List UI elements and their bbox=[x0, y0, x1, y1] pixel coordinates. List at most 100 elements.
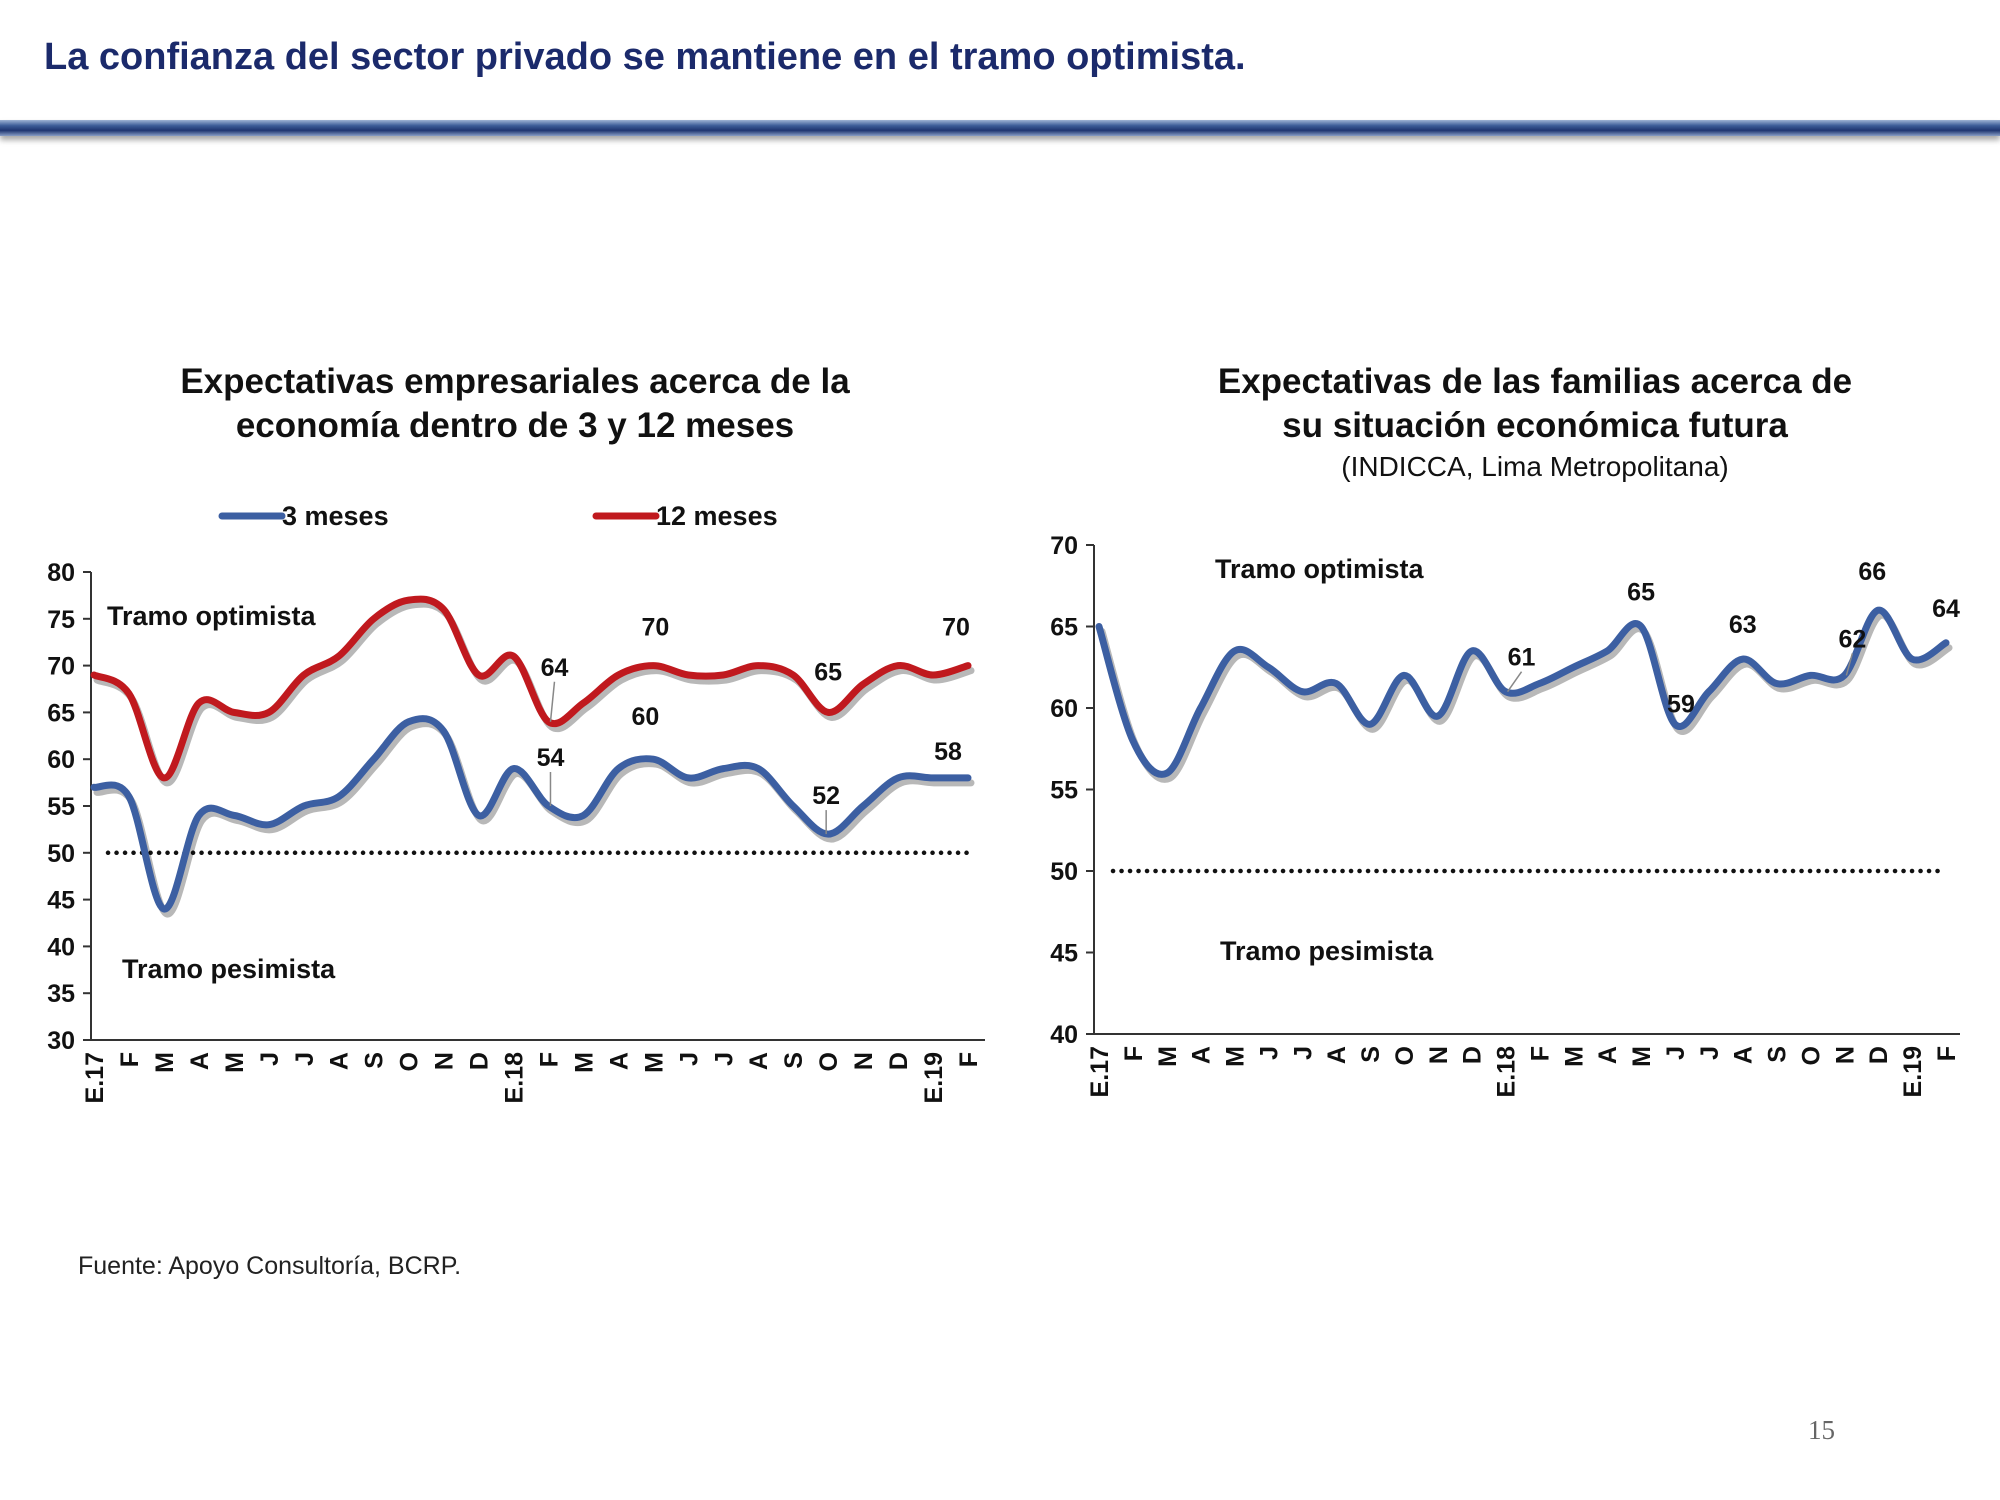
series-group bbox=[90, 715, 975, 918]
y-tick-label: 55 bbox=[47, 793, 75, 821]
annotation-optimistic: Tramo optimista bbox=[107, 601, 317, 631]
x-tick-label: E.19 bbox=[920, 1052, 948, 1103]
series-line-shadow bbox=[1098, 611, 1953, 783]
chart-title-line: economía dentro de 3 y 12 meses bbox=[236, 406, 794, 445]
series-line bbox=[90, 715, 972, 913]
x-tick-label: A bbox=[326, 1052, 354, 1070]
x-tick-label: F bbox=[1526, 1046, 1554, 1061]
x-tick-label: E.18 bbox=[501, 1052, 529, 1104]
y-tick-label: 50 bbox=[47, 840, 75, 868]
data-label: 64 bbox=[1932, 595, 1960, 623]
x-tick-label: M bbox=[1222, 1046, 1250, 1067]
x-tick-label: N bbox=[850, 1052, 878, 1070]
y-tick-label: 65 bbox=[47, 699, 75, 727]
series-group bbox=[90, 595, 975, 787]
data-label: 63 bbox=[1729, 611, 1757, 639]
source-note: Fuente: Apoyo Consultoría, BCRP. bbox=[78, 1252, 462, 1280]
title-divider-bar bbox=[0, 120, 2000, 136]
legend-label: 3 meses bbox=[282, 501, 389, 531]
series-line bbox=[90, 595, 972, 782]
y-tick-label: 80 bbox=[47, 559, 75, 587]
x-tick-label: A bbox=[1730, 1046, 1758, 1064]
annotation-pessimistic: Tramo pesimista bbox=[122, 954, 336, 984]
data-label: 65 bbox=[814, 658, 842, 686]
x-tick-label: M bbox=[151, 1052, 179, 1073]
data-label-leader bbox=[1845, 653, 1854, 676]
x-tick-label: F bbox=[535, 1052, 563, 1067]
annotation-pessimistic: Tramo pesimista bbox=[1220, 936, 1434, 966]
x-tick-label: J bbox=[710, 1052, 738, 1066]
data-label: 65 bbox=[1627, 579, 1655, 607]
y-tick-label: 70 bbox=[1050, 532, 1078, 560]
y-tick-label: 30 bbox=[47, 1027, 75, 1055]
x-tick-label: O bbox=[1391, 1046, 1419, 1065]
x-tick-label: M bbox=[1628, 1046, 1656, 1067]
x-tick-label: J bbox=[1662, 1046, 1690, 1060]
chart-title-line: Expectativas empresariales acerca de la bbox=[180, 362, 850, 401]
x-tick-label: M bbox=[1154, 1046, 1182, 1067]
chart-title-line: su situación económica futura bbox=[1282, 406, 1788, 445]
data-label: 66 bbox=[1858, 558, 1886, 586]
x-tick-label: M bbox=[640, 1052, 668, 1073]
legend-entry: 3 meses bbox=[218, 501, 389, 531]
x-tick-label: F bbox=[116, 1052, 144, 1067]
x-tick-label: A bbox=[1323, 1046, 1351, 1064]
data-label: 61 bbox=[1508, 644, 1536, 672]
data-label-leader bbox=[549, 681, 556, 722]
x-tick-label: N bbox=[1425, 1046, 1453, 1064]
data-label: 70 bbox=[641, 614, 669, 642]
household-expectations-chart: Expectativas de las familias acerca de su… bbox=[1050, 362, 1961, 1098]
x-tick-label: O bbox=[396, 1052, 424, 1071]
x-tick-label: S bbox=[361, 1052, 389, 1069]
x-tick-label: A bbox=[745, 1052, 773, 1070]
x-tick-label: J bbox=[675, 1052, 703, 1066]
page-number: 15 bbox=[1808, 1415, 1835, 1445]
y-tick-label: 45 bbox=[1050, 940, 1078, 968]
y-tick-label: 50 bbox=[1050, 858, 1078, 886]
data-label: 64 bbox=[541, 654, 569, 682]
x-tick-label: A bbox=[186, 1052, 214, 1070]
x-tick-label: A bbox=[1594, 1046, 1622, 1064]
data-label: 62 bbox=[1838, 625, 1866, 653]
x-tick-label: N bbox=[431, 1052, 459, 1070]
y-tick-label: 35 bbox=[47, 980, 75, 1008]
slide-title: La confianza del sector privado se manti… bbox=[44, 36, 1246, 78]
x-tick-label: D bbox=[1459, 1046, 1487, 1064]
y-tick-label: 40 bbox=[1050, 1021, 1078, 1049]
x-tick-label: J bbox=[1289, 1046, 1317, 1060]
y-tick-label: 55 bbox=[1050, 777, 1078, 805]
x-tick-label: J bbox=[1696, 1046, 1724, 1060]
y-tick-label: 45 bbox=[47, 887, 75, 915]
x-tick-label: M bbox=[570, 1052, 598, 1073]
data-label: 52 bbox=[812, 782, 840, 810]
y-tick-label: 60 bbox=[47, 746, 75, 774]
data-label: 70 bbox=[942, 614, 970, 642]
y-tick-label: 60 bbox=[1050, 695, 1078, 723]
x-tick-label: D bbox=[1865, 1046, 1893, 1064]
x-tick-label: M bbox=[221, 1052, 249, 1073]
data-label: 59 bbox=[1667, 690, 1695, 718]
series-line bbox=[1095, 606, 1950, 778]
x-tick-label: S bbox=[1764, 1046, 1792, 1063]
x-tick-label: M bbox=[1560, 1046, 1588, 1067]
chart-subtitle: (INDICCA, Lima Metropolitana) bbox=[1341, 451, 1728, 482]
x-tick-label: E.17 bbox=[1086, 1046, 1114, 1097]
data-label: 54 bbox=[537, 744, 565, 772]
data-label: 60 bbox=[631, 703, 659, 731]
x-tick-label: S bbox=[780, 1052, 808, 1069]
chart-title-line: Expectativas de las familias acerca de bbox=[1218, 362, 1852, 401]
series-group bbox=[1095, 606, 1953, 783]
x-tick-label: N bbox=[1831, 1046, 1859, 1064]
y-tick-label: 65 bbox=[1050, 614, 1078, 642]
x-tick-label: A bbox=[1188, 1046, 1216, 1064]
x-tick-label: O bbox=[815, 1052, 843, 1071]
x-tick-label: A bbox=[605, 1052, 633, 1070]
x-tick-label: E.18 bbox=[1493, 1046, 1521, 1098]
data-label-leader bbox=[1506, 671, 1523, 693]
y-tick-label: 70 bbox=[47, 653, 75, 681]
x-tick-label: F bbox=[955, 1052, 983, 1067]
legend-label: 12 meses bbox=[656, 501, 778, 531]
x-tick-label: S bbox=[1357, 1046, 1385, 1063]
x-tick-label: E.17 bbox=[81, 1052, 109, 1103]
x-tick-label: J bbox=[291, 1052, 319, 1066]
